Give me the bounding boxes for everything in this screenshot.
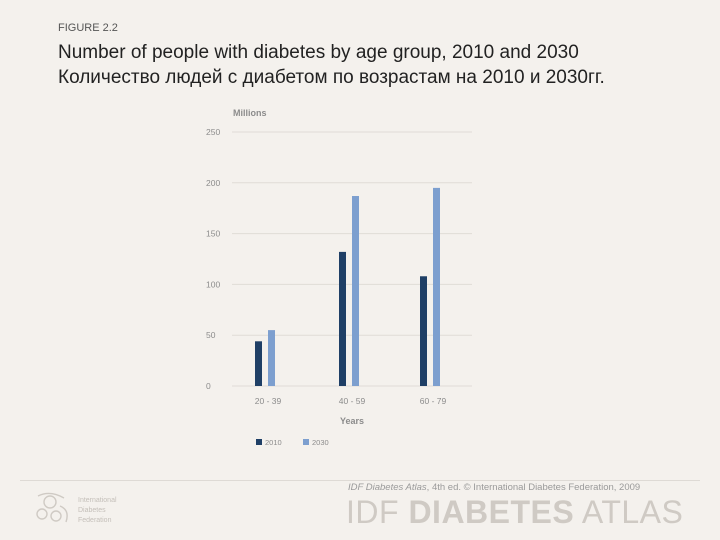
legend-label-2030: 2030 xyxy=(312,438,329,447)
y-tick-label: 0 xyxy=(206,381,211,391)
brand-idf: IDF xyxy=(346,494,400,530)
brand-atlas: ATLAS xyxy=(581,494,684,530)
title-english: Number of people with diabetes by age gr… xyxy=(58,42,579,63)
x-axis-label: Years xyxy=(340,416,364,426)
logo-line-3: Federation xyxy=(78,517,112,524)
logo-line-1: International xyxy=(78,497,117,504)
credit-rest: , 4th ed. © International Diabetes Feder… xyxy=(426,482,641,493)
bar-2010-2 xyxy=(339,251,346,386)
idf-logo-icon xyxy=(36,492,68,523)
x-tick-label: 20 - 39 xyxy=(255,396,282,406)
y-axis-label: Millions xyxy=(233,108,267,118)
title-russian: Количество людей с диабетом по возрастам… xyxy=(58,67,605,88)
brand-diabetes: DIABETES xyxy=(408,494,575,530)
logo-text: International Diabetes Federation xyxy=(78,496,117,526)
bar-chart: Millions 250 200 150 100 50 0 20 - 39 40 - 59 60 … xyxy=(206,108,472,447)
footer-divider xyxy=(20,480,700,481)
credit-title: IDF Diabetes Atlas xyxy=(348,482,427,493)
x-tick-label: 60 - 79 xyxy=(420,396,447,406)
y-tick-label: 150 xyxy=(206,229,220,239)
x-tick-label: 40 - 59 xyxy=(339,396,366,406)
y-tick-label: 200 xyxy=(206,178,220,188)
legend-swatch-2030 xyxy=(303,439,309,445)
chart-title: Number of people with diabetes by age gr… xyxy=(58,40,698,90)
credit-line: IDF Diabetes Atlas, 4th ed. © Internatio… xyxy=(348,482,640,493)
legend-swatch-2010 xyxy=(256,439,262,445)
brand-wordmark: IDF DIABETES ATLAS xyxy=(346,494,683,531)
bar-2030-2 xyxy=(352,196,359,386)
y-tick-label: 100 xyxy=(206,279,220,289)
bar-2030-3 xyxy=(433,187,440,386)
y-tick-label: 50 xyxy=(206,330,216,340)
bar-2010-1 xyxy=(255,341,262,386)
y-tick-label: 250 xyxy=(206,127,220,137)
logo-line-2: Diabetes xyxy=(78,507,106,514)
bar-2010-3 xyxy=(420,276,427,386)
bar-2030-1 xyxy=(268,330,275,386)
legend-label-2010: 2010 xyxy=(265,438,282,447)
figure-label: FIGURE 2.2 xyxy=(58,22,118,34)
